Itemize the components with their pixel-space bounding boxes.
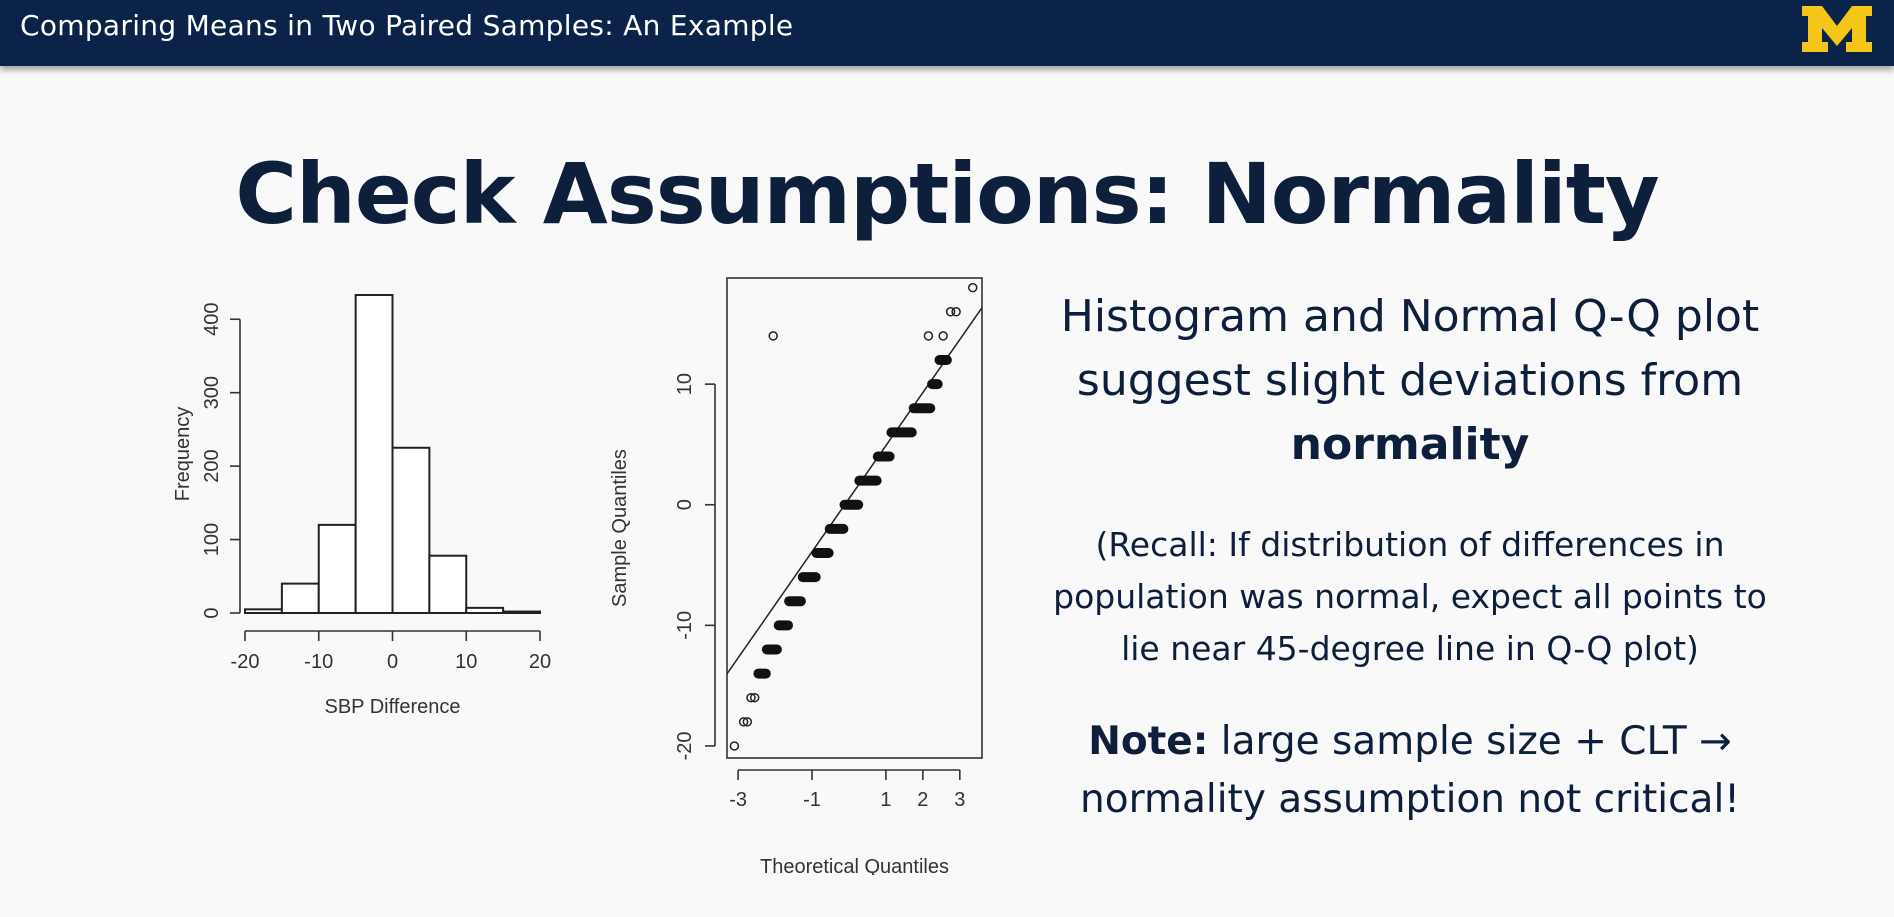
histogram-bar — [244, 608, 283, 614]
main-statement-text: Histogram and Normal Q-Q plot suggest sl… — [1060, 291, 1760, 406]
histogram-x-tick-label: -20 — [231, 651, 260, 673]
note-text: large sample size + CLT → normality assu… — [1080, 719, 1740, 822]
qq-plot-svg: -3 -1 1 2 3 Theoretical Quantiles -20 -10 0 10 Sam… — [609, 277, 983, 878]
histogram-bar — [465, 606, 505, 615]
qq-x-tick-label: 3 — [954, 789, 965, 811]
histogram-y-tick-label: 200 — [201, 449, 223, 482]
qq-point — [768, 331, 778, 341]
qq-x-tick-label: 1 — [880, 789, 891, 811]
header-bar: Comparing Means in Two Paired Samples: A… — [0, 0, 1894, 66]
qq-y-label: Sample Quantiles — [609, 449, 631, 607]
qq-point — [746, 692, 756, 703]
qq-point — [945, 307, 956, 317]
histogram-bar — [391, 446, 431, 614]
qq-plot-area — [727, 282, 982, 751]
qq-point — [968, 282, 978, 293]
histogram-bar — [317, 523, 357, 614]
qq-point — [738, 717, 749, 727]
qq-reference-line — [727, 307, 982, 675]
main-statement: Histogram and Normal Q-Q plot suggest sl… — [1040, 285, 1780, 477]
histogram-y-label: Frequency — [172, 407, 194, 502]
qq-point — [951, 307, 961, 317]
histogram-bar — [502, 610, 541, 615]
qq-x-tick-label: -1 — [803, 789, 821, 811]
explanation-text: Histogram and Normal Q-Q plot suggest sl… — [1040, 285, 1780, 829]
main-statement-bold: normality — [1290, 419, 1530, 470]
histogram-x-tick-label: 0 — [387, 651, 398, 673]
histogram-y-tick-label: 300 — [201, 376, 223, 409]
qq-plot-frame — [726, 277, 983, 759]
qq-point — [938, 331, 948, 341]
slide-title: Check Assumptions: Normality — [235, 145, 1659, 243]
recall-statement: (Recall: If distribution of differences … — [1053, 525, 1767, 668]
qq-point — [923, 331, 934, 341]
histogram-y-tick-label: 0 — [201, 607, 223, 618]
histogram-bar — [428, 554, 468, 615]
note-statement: Note: large sample size + CLT → normalit… — [1040, 713, 1780, 829]
qq-x-label: Theoretical Quantiles — [760, 856, 949, 875]
qq-y-tick-label: 10 — [674, 373, 696, 395]
histogram-y-tick-label: 100 — [201, 523, 223, 556]
note-label: Note: — [1088, 719, 1209, 764]
histogram-y-tick-label: 400 — [201, 303, 223, 336]
histogram-x-tick-label: -10 — [304, 651, 333, 673]
histogram-x-tick-label: 10 — [455, 651, 477, 673]
header-title: Comparing Means in Two Paired Samples: A… — [20, 9, 794, 42]
histogram-chart: -20 -10 0 10 20 SBP Difference 0 100 200 300 400 Fr… — [155, 270, 575, 870]
qq-y-tick-label: -20 — [674, 731, 696, 760]
histogram-bar — [280, 582, 320, 615]
histogram-x-tick-label: 20 — [529, 651, 551, 673]
histogram-svg: -20 -10 0 10 20 SBP Difference 0 100 200 300 400 Fr… — [172, 294, 551, 718]
qq-x-tick-label: 2 — [917, 789, 928, 811]
qq-y-tick-label: -10 — [674, 611, 696, 640]
university-m-logo-icon — [1802, 6, 1872, 52]
qq-point — [749, 692, 760, 703]
qq-y-tick-label: 0 — [674, 499, 696, 510]
qq-x-tick-label: -3 — [729, 789, 747, 811]
qq-plot-chart: -3 -1 1 2 3 Theoretical Quantiles -20 -10 0 10 Sam… — [590, 265, 1010, 878]
qq-point — [742, 717, 753, 727]
histogram-x-label: SBP Difference — [324, 696, 460, 718]
histogram-bar — [354, 294, 394, 614]
qq-point — [729, 741, 740, 751]
